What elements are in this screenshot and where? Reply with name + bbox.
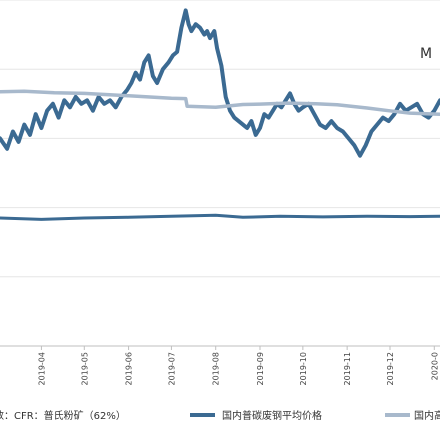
corner-label: M: [420, 46, 432, 62]
x-tick-label-7: 2019-10: [299, 352, 308, 385]
legend-label-1: 数：CFR：普氏粉矿（62%）: [0, 409, 126, 422]
series-layer: [0, 8, 440, 221]
x-tick-layer: 2019-04 2019-05 2019-06 2019-07 2019-08 2019-…: [37, 346, 439, 385]
series-line-3: [0, 213, 440, 221]
x-tick-label-8: 2019-11: [343, 352, 352, 385]
legend: 数：CFR：普氏粉矿（62%） 国内普碳废钢平均价格 国内高: [0, 409, 440, 422]
series-line-1: [0, 8, 440, 158]
x-tick-label-6: 2019-09: [256, 352, 265, 385]
x-tick-label-3: 2019-06: [125, 352, 134, 385]
x-tick-label-4: 2019-07: [167, 352, 176, 385]
legend-label-2: 国内普碳废钢平均价格: [222, 409, 322, 422]
x-tick-label-5: 2019-08: [212, 352, 221, 385]
series-line-2: [0, 89, 440, 116]
x-tick-label-2: 2019-05: [80, 352, 89, 385]
x-tick-label-10: 2020-0: [430, 352, 439, 380]
x-tick-label-9: 2019-12: [386, 352, 395, 385]
x-tick-label-1: 2019-04: [37, 352, 46, 385]
legend-label-3: 国内高: [414, 409, 440, 422]
gridlines: [0, 0, 440, 278]
